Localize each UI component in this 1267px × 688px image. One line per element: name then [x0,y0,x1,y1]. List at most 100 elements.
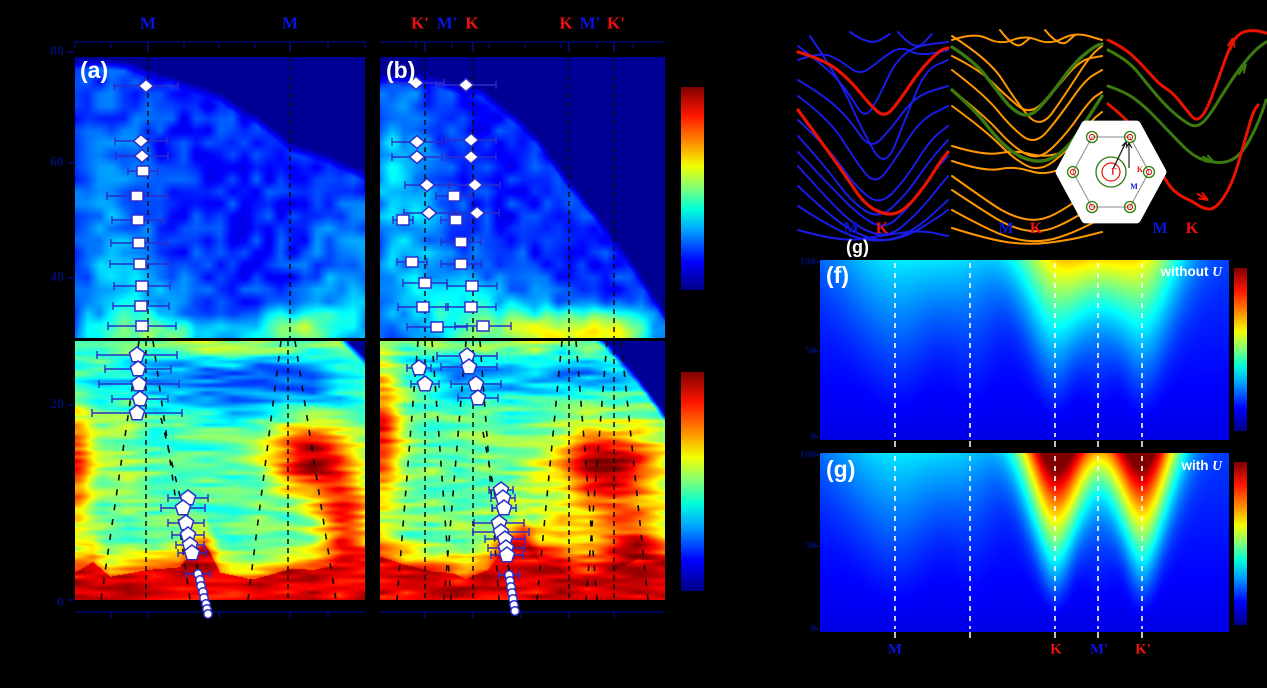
bz-arrow-1 [1112,141,1128,170]
bz-k-circle [1123,200,1137,214]
band-curve [950,42,1104,117]
bz-k-dot [1069,168,1077,176]
left-ytick-0: 0 [57,595,64,610]
b-xlabel-Mp1: M' [436,13,458,33]
band-curve [797,229,949,241]
marker-circle [510,606,520,616]
band-curve [951,55,1103,112]
bz-k-dot [1126,133,1134,141]
bz-k-circle [1123,130,1137,144]
band-curve [951,189,1103,233]
f-ytick-100: 100 [799,255,817,268]
g-xlabel-M: M [887,641,903,658]
g-ytick-0: 0 [810,622,817,635]
left-ytick-60: 60 [50,155,64,170]
colorbar-g [1234,462,1247,625]
band-curve [1106,40,1267,128]
band-curve [797,165,949,236]
band-curve [797,205,949,242]
band-arrow [1226,37,1236,51]
band-curve [797,47,949,73]
band-curve [999,29,1031,47]
band-curve [796,46,950,116]
band-curve [951,33,1103,44]
band-arrow [1201,154,1215,163]
band-curve [951,105,1103,170]
colorbar-f [1234,268,1247,431]
left-ytick-40: 40 [50,270,64,285]
panel-label-b: (b) [386,57,416,83]
left-ytick-20: 20 [50,397,64,412]
band-curve [951,160,1103,175]
heatmap-b_bot [380,341,665,600]
band-curve [797,119,949,202]
b-xlabel-K1: K [465,13,479,33]
band-curve [797,79,949,145]
marker-circle [201,599,211,609]
bz-k-circle [1085,200,1099,214]
bz-k-circle [1066,165,1080,179]
g-xlabel-K: K [1050,641,1062,658]
band-curve [797,185,949,241]
b-xlabel-Kp2: K' [607,13,625,33]
band-curve [797,135,949,216]
band1-xlabel-K: K [875,220,889,237]
bz-k-dot [1088,133,1096,141]
band-curve [951,69,1103,141]
b-xlabel-Kp1: K' [411,13,429,33]
a-xlabel-M2: M [281,13,299,33]
band-curve [797,41,949,115]
b-xlabel-Mp2: M' [579,13,601,33]
band-curve [1044,29,1076,45]
panel-label-f: (f) [826,262,849,288]
band-arrow [1196,191,1209,201]
heatmap-f [820,260,1229,440]
g-xlabel-Mp: M' [1089,641,1109,658]
bz-k-label: K [1136,165,1144,174]
panel-label-a: (a) [80,57,109,83]
marker-circle [202,604,212,614]
g-ytick-50: 50 [805,539,816,552]
band2-xlabel-M: M [998,220,1014,237]
bz-k-circle [1142,165,1156,179]
bz-m-label: M [1130,182,1138,191]
colorbar-bottom [681,372,704,591]
band-curve [796,108,950,216]
band-curve [849,31,891,43]
band-curve [951,175,1103,221]
bz-k-dot [1145,168,1153,176]
g-xlabel-Kp: K' [1135,641,1151,658]
band-curve [809,35,949,160]
bz-k-dot [1088,203,1096,211]
bz-arrow-2 [1125,142,1133,168]
band-curve [1106,29,1267,121]
band-curve [1106,102,1260,211]
band-curve [797,95,949,181]
f-ytick-50: 50 [805,344,816,357]
band2-xlabel-K: K [1029,220,1043,237]
g-annotation-u: U [1212,458,1222,473]
g-annotation-text: with [1181,458,1213,473]
band-curve [1106,84,1267,165]
band1-xlabel-M: M [843,220,859,237]
heatmap-a_bot [75,341,365,600]
bz-k-dot [1126,203,1134,211]
band-curve [950,88,1104,163]
heatmap-a_top [75,57,365,338]
colorbar-top [681,87,704,290]
marker-circle [509,600,519,610]
bz-gamma-label: Γ [1111,166,1117,177]
bz-k-circle [1085,130,1099,144]
heatmap-b_top [380,57,665,338]
g-annotation: with U [1112,458,1223,474]
b-xlabel-K2: K [559,13,573,33]
band-arrow [1237,63,1247,76]
f-annotation-text: without [1160,264,1213,279]
band3-xlabel-M: M [1152,220,1168,237]
g-ytick-100: 100 [799,448,817,461]
band-curve [951,145,1103,157]
panel-label-g: (g) [826,456,856,482]
band-curve [797,151,949,227]
band-curve [951,209,1103,243]
